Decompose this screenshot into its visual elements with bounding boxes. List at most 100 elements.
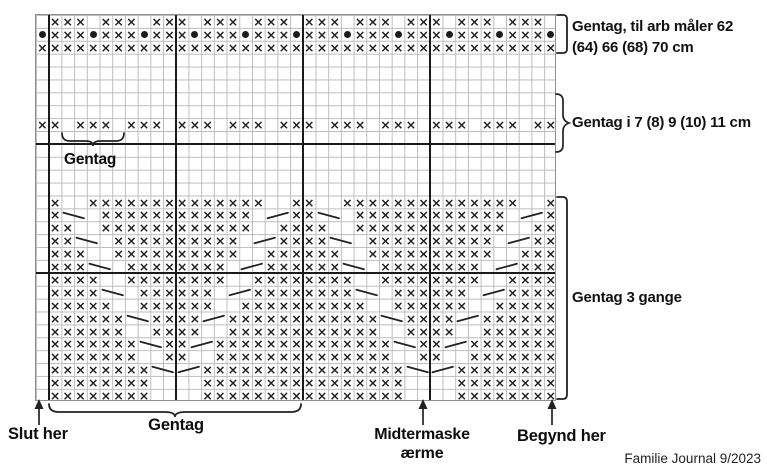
chart-cell-cross: × xyxy=(532,375,544,391)
chart-cell-cross: × xyxy=(100,323,112,339)
chart-cell-cross: × xyxy=(49,233,61,249)
center-stitch-label: Midtermaske ærme xyxy=(374,425,470,463)
chart-cell-cross: × xyxy=(354,220,366,236)
chart-cell-cross: × xyxy=(418,336,429,352)
chart-cell-cross: × xyxy=(253,271,264,287)
chart-cell-cross: × xyxy=(227,336,239,352)
chart-cell-cross: × xyxy=(380,39,391,55)
chart-cell-cross: × xyxy=(392,375,404,391)
chart-cell-cross: × xyxy=(545,310,556,326)
chart-cell-cross: × xyxy=(215,362,226,378)
chart-cell-cross: × xyxy=(342,362,353,378)
chart-cell-travel-line xyxy=(100,286,125,299)
chart-cell-cross: × xyxy=(126,375,137,391)
chart-cell-cross: × xyxy=(481,117,493,133)
chart-cell-cross: × xyxy=(138,375,150,391)
chart-cell-cross: × xyxy=(87,349,99,365)
chart-cell-cross: × xyxy=(253,349,264,365)
chart-cell-cross: × xyxy=(469,349,480,365)
chart-cell-cross: × xyxy=(316,26,328,42)
chart-cell-dot xyxy=(392,28,405,41)
chart-cell-cross: × xyxy=(532,323,544,339)
chart-cell-cross: × xyxy=(481,207,493,223)
chart-cell-cross: × xyxy=(227,13,239,29)
chart-cell-cross: × xyxy=(316,39,328,55)
chart-cell-cross: × xyxy=(87,39,99,55)
chart-cell-cross: × xyxy=(443,297,455,313)
begin-here-label: Begynd her xyxy=(517,427,606,445)
chart-cell-cross: × xyxy=(126,117,137,133)
chart-cell-travel-line xyxy=(138,338,163,351)
chart-cell-cross: × xyxy=(113,375,124,391)
chart-cell-cross: × xyxy=(202,194,213,210)
chart-cell-cross: × xyxy=(494,362,506,378)
chart-cell-dot xyxy=(239,28,252,41)
chart-cell-cross: × xyxy=(443,117,455,133)
chart-cell-cross: × xyxy=(202,271,213,287)
chart-cell-cross: × xyxy=(354,26,366,42)
chart-cell-cross: × xyxy=(253,297,264,313)
chart-cell-cross: × xyxy=(507,336,518,352)
chart-cell-cross: × xyxy=(456,388,468,404)
chart-cell-cross: × xyxy=(316,284,328,300)
chart-cell-travel-line xyxy=(519,209,544,222)
chart-cell-cross: × xyxy=(151,117,162,133)
chart-cell-cross: × xyxy=(494,207,506,223)
chart-cell-cross: × xyxy=(75,323,86,339)
chart-cell-cross: × xyxy=(392,194,404,210)
chart-cell-cross: × xyxy=(278,323,290,339)
chart-cell-cross: × xyxy=(507,349,518,365)
chart-cell-cross: × xyxy=(291,375,302,391)
chart-cell-cross: × xyxy=(380,194,391,210)
chart-cell-cross: × xyxy=(164,310,175,326)
chart-cell-cross: × xyxy=(265,39,277,55)
chart-cell-cross: × xyxy=(367,233,379,249)
chart-cell-cross: × xyxy=(164,271,175,287)
chart-cell-cross: × xyxy=(316,259,328,275)
chart-cell-travel-line xyxy=(252,234,277,247)
chart-cell-cross: × xyxy=(481,220,493,236)
chart-cell-cross: × xyxy=(87,362,99,378)
chart-cell-cross: × xyxy=(49,39,61,55)
chart-cell-cross: × xyxy=(304,194,315,210)
chart-cell-cross: × xyxy=(304,284,315,300)
chart-cell-cross: × xyxy=(87,310,99,326)
section-divider-line xyxy=(36,143,555,145)
chart-cell-cross: × xyxy=(138,271,150,287)
chart-cell-cross: × xyxy=(520,284,531,300)
chart-cell-cross: × xyxy=(113,310,124,326)
chart-cell-cross: × xyxy=(304,246,315,262)
start-arrow-icon xyxy=(547,399,557,425)
chart-cell-cross: × xyxy=(113,336,124,352)
chart-cell-cross: × xyxy=(49,284,61,300)
panel-divider-line xyxy=(429,15,431,400)
chart-cell-cross: × xyxy=(380,375,391,391)
chart-cell-cross: × xyxy=(291,297,302,313)
chart-cell-cross: × xyxy=(520,271,531,287)
chart-cell-cross: × xyxy=(443,284,455,300)
chart-cell-cross: × xyxy=(354,375,366,391)
chart-cell-cross: × xyxy=(176,117,188,133)
chart-cell-cross: × xyxy=(392,246,404,262)
chart-cell-cross: × xyxy=(443,220,455,236)
chart-cell-cross: × xyxy=(367,194,379,210)
chart-cell-cross: × xyxy=(520,26,531,42)
chart-cell-cross: × xyxy=(278,246,290,262)
chart-cell-cross: × xyxy=(431,246,442,262)
chart-cell-cross: × xyxy=(291,336,302,352)
chart-cell-cross: × xyxy=(380,349,391,365)
chart-cell-cross: × xyxy=(164,246,175,262)
chart-cell-cross: × xyxy=(227,323,239,339)
chart-cell-cross: × xyxy=(481,336,493,352)
chart-cell-cross: × xyxy=(456,220,468,236)
chart-cell-cross: × xyxy=(113,323,124,339)
chart-cell-cross: × xyxy=(481,246,493,262)
chart-cell-cross: × xyxy=(75,117,86,133)
chart-cell-cross: × xyxy=(87,388,99,404)
chart-cell-cross: × xyxy=(126,349,137,365)
chart-cell-cross: × xyxy=(431,284,442,300)
chart-cell-cross: × xyxy=(49,246,61,262)
top-repeat-note: Gentag, til arb måler 62 (64) 66 (68) 70… xyxy=(572,16,733,58)
chart-cell-cross: × xyxy=(202,297,213,313)
chart-cell-cross: × xyxy=(507,284,518,300)
